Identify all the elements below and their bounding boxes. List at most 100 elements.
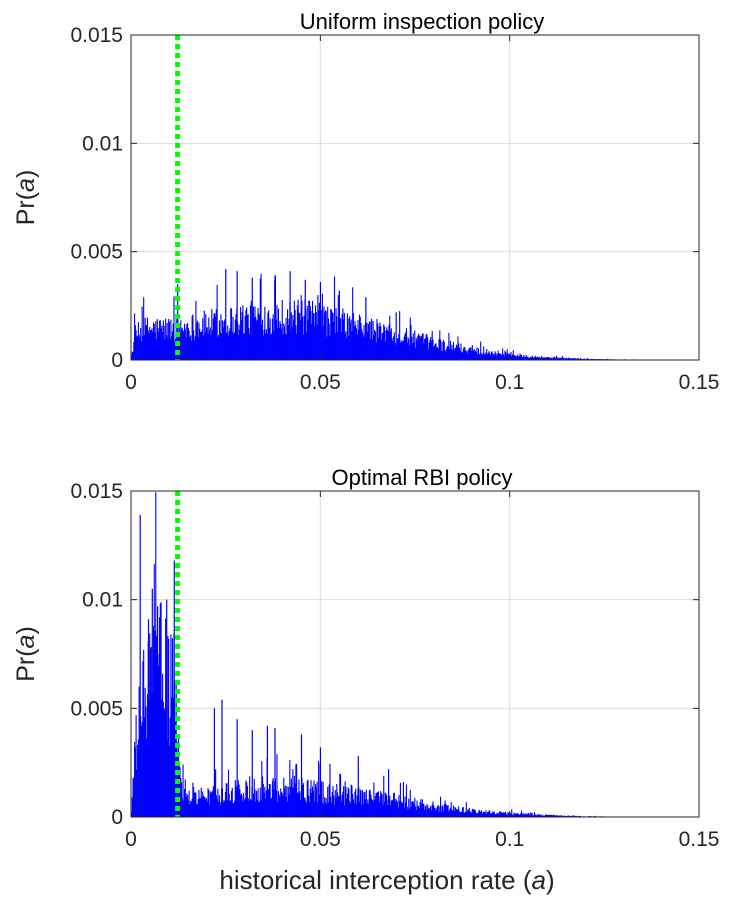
top-histogram-bar [505, 354, 507, 360]
top-histogram-bar [542, 357, 544, 360]
bottom-histogram-bar [218, 801, 220, 817]
top-histogram-bar [468, 347, 470, 360]
bottom-histogram-bar [277, 791, 280, 817]
bottom-histogram-bar [443, 803, 445, 817]
top-x-tick-label: 0 [125, 371, 137, 394]
top-histogram-bar [336, 332, 339, 360]
top-histogram-bar [198, 322, 200, 360]
top-histogram-bar [477, 354, 479, 360]
top-histogram-spike [236, 271, 238, 360]
top-histogram-bar [560, 357, 562, 360]
top-histogram-bar [227, 325, 229, 360]
bottom-histogram-bar [454, 806, 456, 817]
top-histogram-bar [301, 300, 303, 360]
top-histogram-bar [207, 333, 209, 360]
top-histogram-bar [327, 306, 329, 360]
top-histogram-bar [399, 342, 401, 360]
bottom-histogram-bar [336, 783, 338, 817]
bottom-histogram-bar [521, 810, 523, 817]
bottom-histogram-bar [480, 810, 482, 817]
top-histogram-bar [522, 356, 524, 360]
bottom-histogram-bar [281, 793, 283, 817]
bottom-histogram-bar [393, 793, 395, 817]
top-histogram-bar [350, 319, 352, 360]
bottom-histogram-bar [309, 788, 311, 817]
top-histogram-bar [215, 315, 217, 360]
top-histogram-bar [460, 343, 462, 360]
top-histogram-bar [381, 333, 383, 360]
bottom-histogram-bar [368, 803, 370, 817]
bottom-histogram-bar [200, 787, 202, 817]
bottom-histogram-bar [405, 784, 408, 817]
bottom-histogram-bar [228, 793, 230, 817]
top-histogram-bar [222, 327, 224, 360]
bottom-histogram-bar [350, 784, 352, 817]
top-histogram-bar [235, 313, 237, 360]
top-histogram-spike [319, 282, 322, 360]
bottom-histogram-bar [299, 791, 301, 817]
top-histogram-bar [261, 324, 263, 360]
bottom-histogram-bar [202, 795, 205, 817]
top-histogram-bar [153, 324, 155, 360]
bottom-histogram-bar [136, 769, 138, 817]
bottom-histogram-bar [479, 810, 481, 817]
bottom-histogram-bar [433, 805, 435, 817]
bottom-histogram-bar [323, 803, 325, 817]
top-histogram-bar [218, 320, 220, 360]
bottom-histogram-bar [345, 787, 347, 817]
bottom-histogram-bar [573, 815, 575, 817]
top-histogram-bar [259, 278, 261, 360]
top-histogram-bar [426, 334, 428, 360]
top-histogram-bar [455, 344, 458, 360]
bottom-histogram-bar [355, 788, 357, 817]
bottom-histogram-bar [437, 804, 439, 817]
top-histogram-bar [512, 350, 514, 360]
top-histogram-bar [481, 354, 483, 360]
top-histogram-bar [375, 342, 377, 360]
bottom-histogram-bar [351, 785, 353, 817]
bottom-histogram-bar [461, 811, 463, 817]
bottom-histogram-bar [499, 811, 501, 817]
top-histogram-bar [288, 318, 290, 360]
top-histogram-bar [257, 307, 259, 360]
top-histogram-bar [514, 355, 516, 360]
top-histogram-bar [390, 328, 392, 360]
bottom-histogram-bar [434, 810, 436, 817]
top-histogram-bar [439, 339, 442, 360]
bottom-histogram-bar [302, 783, 305, 817]
bottom-histogram-bar [539, 814, 542, 817]
bottom-histogram-bar [256, 799, 258, 817]
bottom-histogram-bar [511, 809, 513, 817]
bottom-histogram-bar [305, 800, 307, 817]
bottom-histogram-bar [534, 814, 536, 817]
top-histogram-bar [146, 317, 149, 360]
top-histogram-bar [317, 295, 319, 360]
bottom-x-tick-labels: 0 0.05 0.1 0.15 [125, 828, 719, 851]
bottom-histogram-bar [177, 757, 179, 817]
bottom-histogram-bar [215, 795, 217, 817]
top-histogram-bar [446, 348, 448, 360]
bottom-histogram-bar [315, 784, 317, 817]
bottom-histogram-bar [533, 812, 536, 817]
top-histogram-bar [174, 341, 176, 360]
bottom-histogram-bar [290, 778, 292, 817]
top-histogram-bar [558, 357, 561, 360]
bottom-histogram-bar [371, 799, 373, 817]
top-histogram-bar [211, 309, 213, 360]
bottom-histogram-bar [346, 793, 348, 817]
top-chart-title: Uniform inspection policy [300, 9, 545, 34]
top-histogram-bar [282, 334, 284, 360]
bottom-chart-title: Optimal RBI policy [332, 465, 513, 490]
top-histogram-bar [135, 330, 137, 360]
top-histogram-bar [503, 356, 505, 360]
top-histogram-bar [364, 334, 366, 360]
top-histogram-bar [326, 336, 328, 360]
bottom-histogram-bar [304, 797, 306, 817]
bottom-histogram-bar [246, 782, 248, 817]
top-histogram-bar [433, 345, 436, 360]
top-histogram-bar [276, 304, 278, 360]
top-histogram-bar [424, 338, 426, 360]
top-histogram-bar [231, 332, 233, 360]
bottom-histogram-bar [383, 801, 386, 817]
top-histogram-bar [233, 333, 235, 360]
